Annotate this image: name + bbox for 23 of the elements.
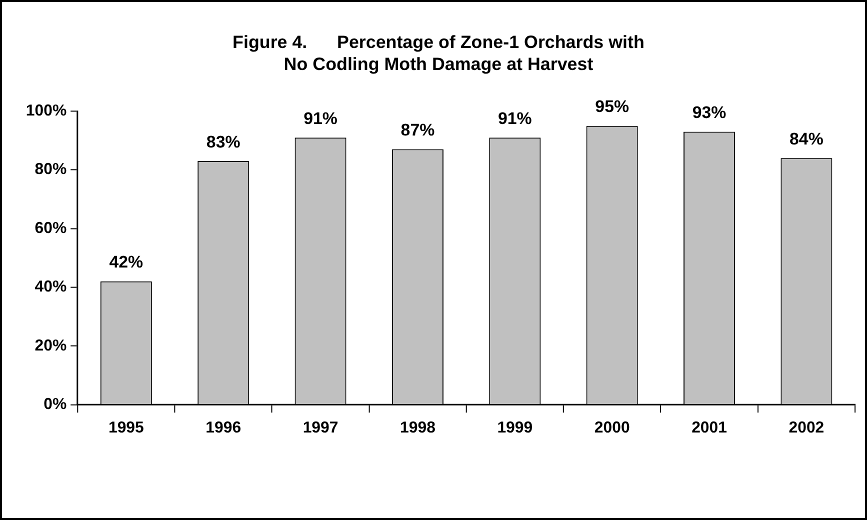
data-label: 91% [498, 108, 532, 128]
data-label: 87% [400, 120, 435, 140]
data-label: 91% [304, 108, 338, 128]
data-label: 93% [692, 103, 726, 122]
data-label: 83% [206, 132, 240, 152]
y-tick-label: 80% [34, 161, 67, 178]
x-tick-label: 1995 [108, 419, 144, 436]
x-tick-label: 1999 [497, 419, 533, 436]
chart-title: Figure 4. Percentage of Zone-1 Orchards with No Codling Moth Damage at Harvest [232, 32, 644, 74]
x-tick-label: 1998 [400, 419, 436, 436]
x-tick-label: 1996 [206, 419, 242, 436]
x-tick-label: 2001 [692, 419, 728, 436]
y-tick-label: 100% [26, 102, 67, 120]
y-tick-label: 40% [34, 278, 67, 296]
data-label: 84% [790, 129, 824, 148]
x-tick-label: 2002 [788, 419, 824, 436]
x-tick-label: 1997 [302, 419, 338, 436]
data-label: 42% [109, 252, 144, 272]
x-tick-label: 2000 [594, 419, 630, 436]
y-tick-label: 20% [34, 337, 67, 354]
y-tick-label: 0% [44, 396, 67, 414]
y-tick-label: 60% [34, 220, 67, 237]
data-label: 95% [595, 97, 629, 116]
